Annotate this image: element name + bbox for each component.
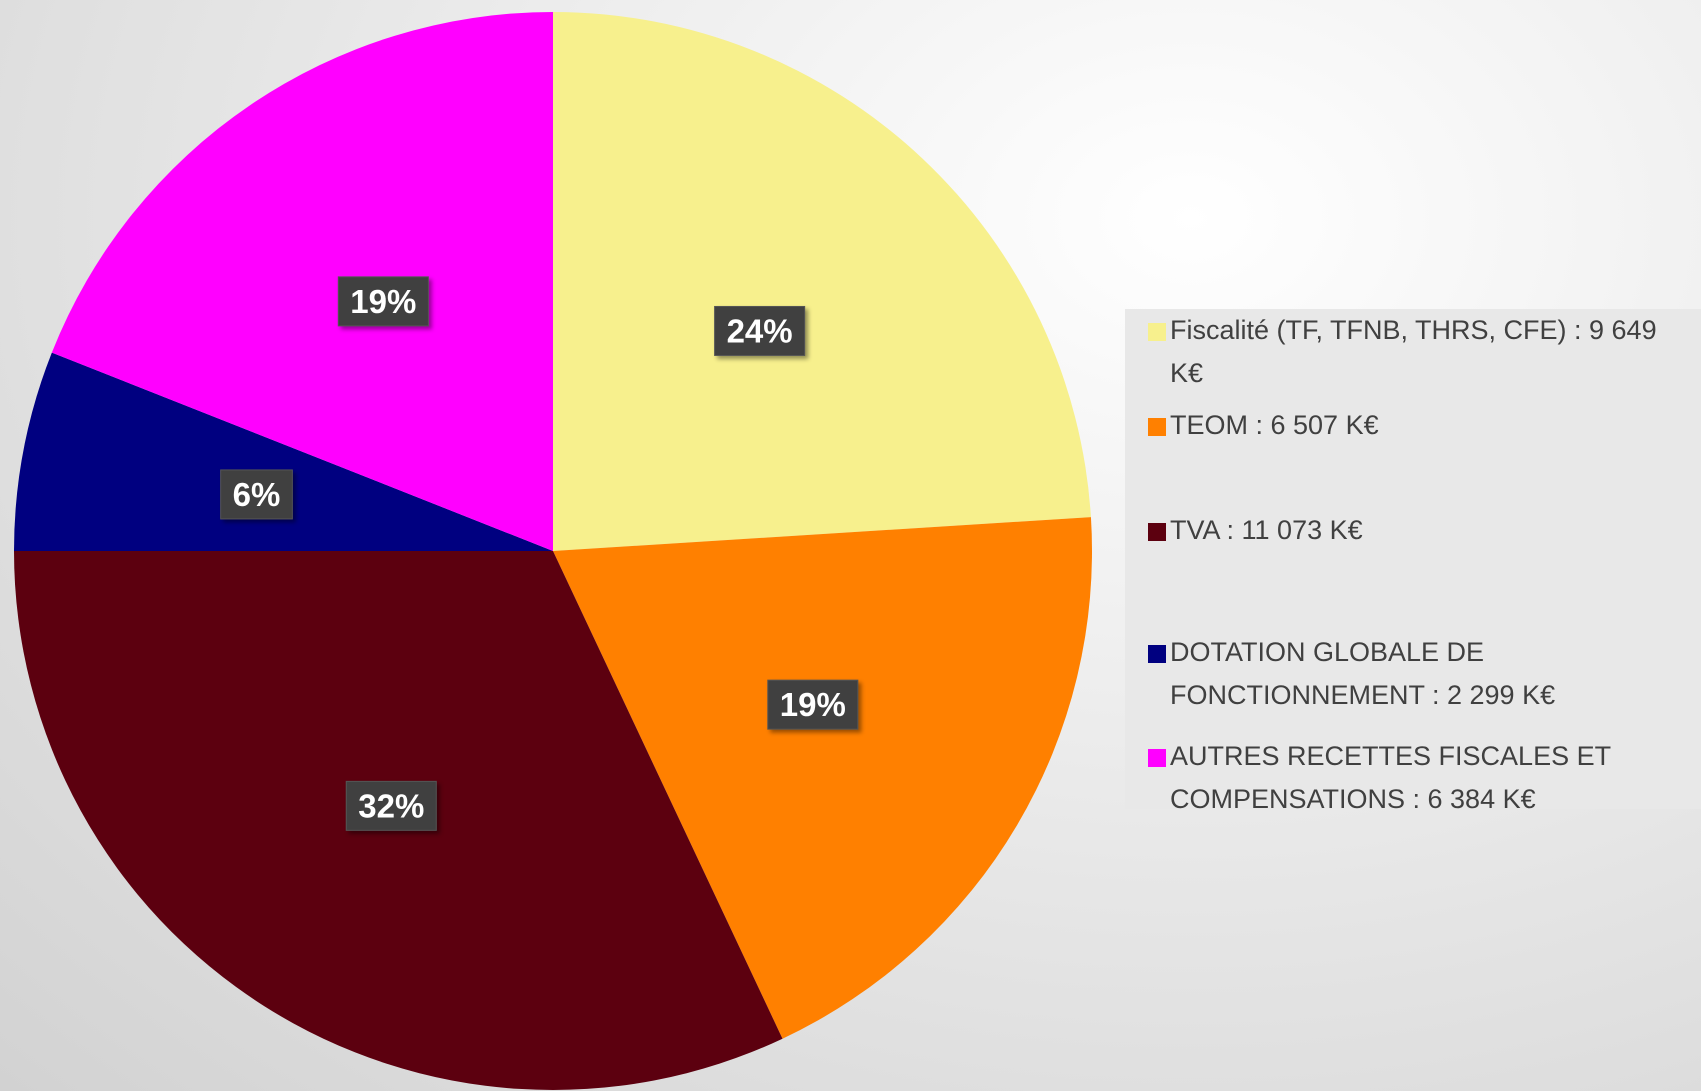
data-label-box [767, 679, 859, 730]
legend-entry: TEOM : 6 507 K€ [1140, 404, 1690, 447]
pie-slice [553, 12, 1091, 551]
data-label: 6% [233, 476, 281, 513]
legend-label: AUTRES RECETTES FISCALES ET COMPENSATION… [1170, 741, 1611, 814]
legend-entry: DOTATION GLOBALE DE FONCTIONNEMENT : 2 2… [1140, 631, 1690, 717]
legend-entry: TVA : 11 073 K€ [1140, 509, 1690, 552]
data-label-box [337, 276, 429, 327]
data-label: 24% [727, 312, 793, 349]
legend-swatch [1148, 645, 1166, 663]
legend-label: TEOM : 6 507 K€ [1170, 410, 1379, 440]
legend-label: Fiscalité (TF, TFNB, THRS, CFE) : 9 649 … [1170, 315, 1657, 388]
legend-entry: Fiscalité (TF, TFNB, THRS, CFE) : 9 649 … [1140, 309, 1690, 395]
data-label-box [714, 305, 806, 356]
data-label: 19% [350, 283, 416, 320]
pie-slice [14, 352, 553, 551]
data-label-box [345, 780, 437, 831]
legend-swatch [1148, 749, 1166, 767]
legend-swatch [1148, 523, 1166, 541]
legend-entry: AUTRES RECETTES FISCALES ET COMPENSATION… [1140, 735, 1690, 821]
pie-slice [51, 12, 554, 551]
data-label: 19% [780, 686, 846, 723]
legend-swatch [1148, 323, 1166, 341]
legend-label: TVA : 11 073 K€ [1170, 515, 1363, 545]
legend: Fiscalité (TF, TFNB, THRS, CFE) : 9 649 … [1125, 309, 1701, 814]
pie-slice [553, 517, 1092, 1039]
data-label-box [220, 469, 293, 520]
legend-label: DOTATION GLOBALE DE FONCTIONNEMENT : 2 2… [1170, 637, 1556, 710]
legend-swatch [1148, 418, 1166, 436]
data-label: 32% [358, 787, 424, 824]
